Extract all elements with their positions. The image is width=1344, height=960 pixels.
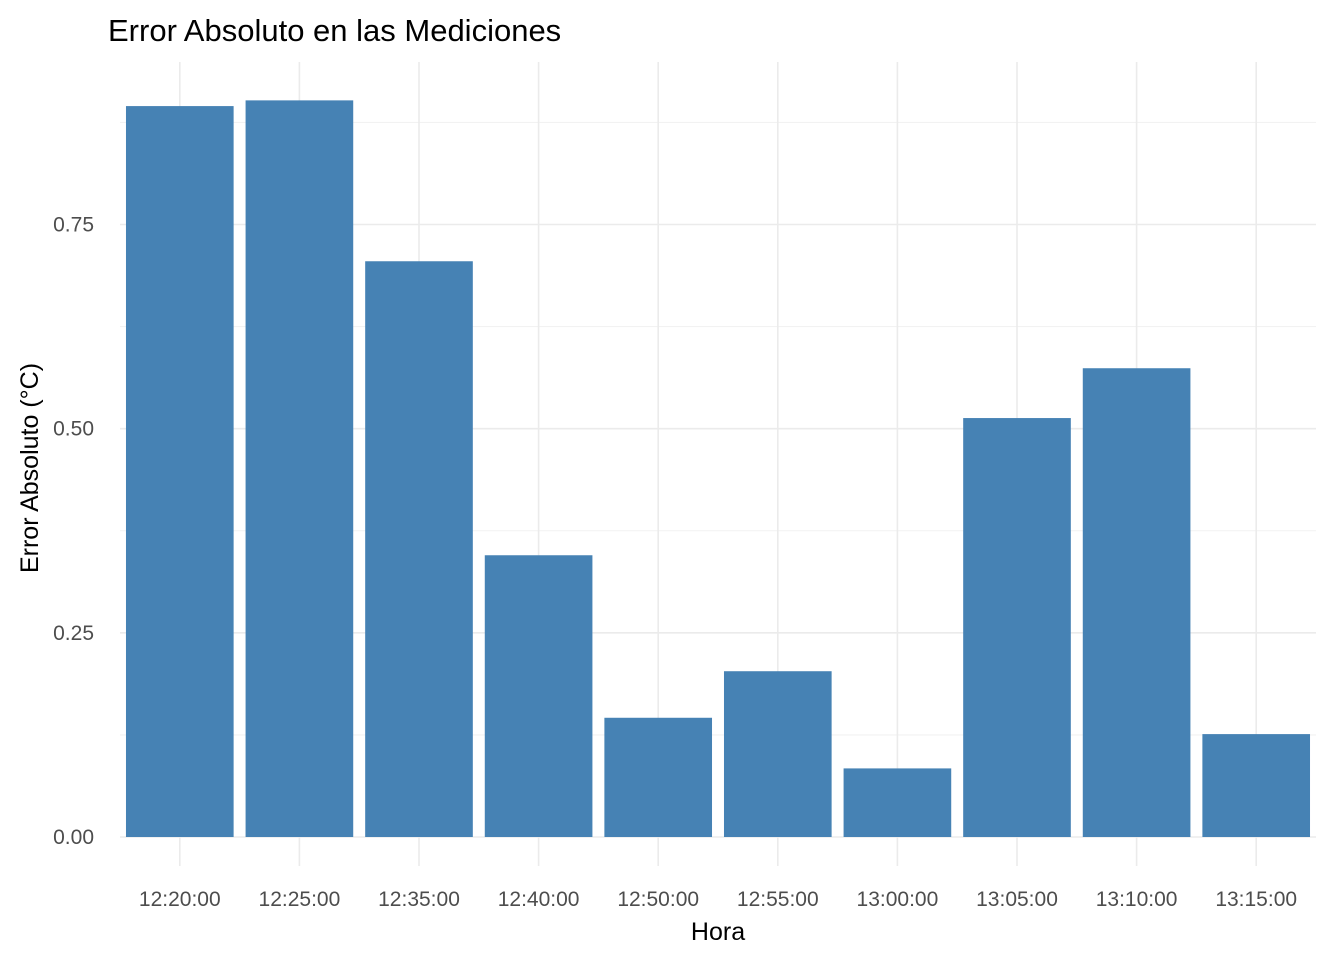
x-tick-label: 12:25:00 [259, 888, 341, 911]
bar-13-15-00 [1202, 734, 1311, 837]
x-tick-label: 12:50:00 [617, 888, 699, 911]
bar-12-50-00 [604, 717, 713, 837]
bar-12-55-00 [723, 671, 832, 837]
x-tick-label: 12:35:00 [378, 888, 460, 911]
bar-12-20-00 [125, 106, 234, 838]
bar-13-10-00 [1082, 368, 1191, 837]
x-tick-label: 13:10:00 [1096, 888, 1178, 911]
x-tick-label: 12:55:00 [737, 888, 819, 911]
y-tick-label: 0.50 [53, 418, 94, 441]
y-tick-label: 0.75 [53, 214, 94, 237]
bar-13-05-00 [963, 418, 1071, 837]
bars [125, 100, 1311, 838]
y-axis-title: Error Absoluto (°C) [16, 363, 44, 573]
x-axis-ticks: 12:20:00 12:25:00 12:35:00 12:40:00 12:50:00… [139, 888, 1297, 911]
bar-12-40-00 [484, 555, 593, 837]
x-tick-label: 13:15:00 [1215, 888, 1297, 911]
bar-12-25-00 [245, 100, 354, 837]
x-tick-label: 12:20:00 [139, 888, 221, 911]
x-tick-label: 13:05:00 [976, 888, 1058, 911]
x-tick-label: 12:40:00 [498, 888, 580, 911]
bar-13-00-00 [843, 768, 952, 837]
y-tick-label: 0.00 [53, 826, 94, 849]
x-axis-title: Hora [691, 918, 745, 946]
x-tick-label: 13:00:00 [857, 888, 939, 911]
chart-title: Error Absoluto en las Mediciones [108, 13, 561, 48]
y-axis-ticks: 0.00 0.25 0.50 0.75 [53, 214, 94, 850]
y-tick-label: 0.25 [53, 622, 94, 645]
bar-12-35-00 [365, 261, 473, 837]
